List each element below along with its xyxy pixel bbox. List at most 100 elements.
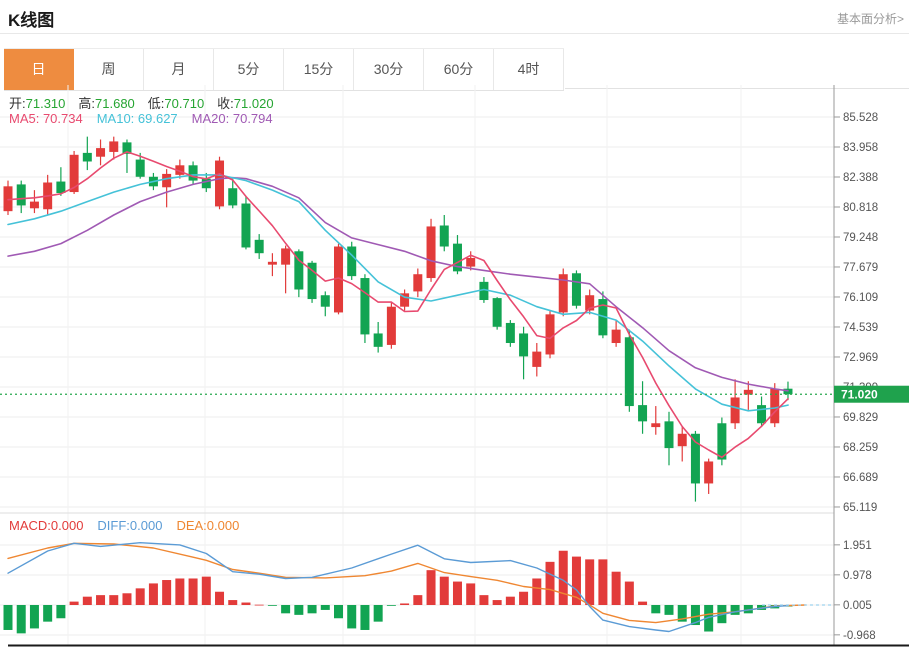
kline-chart[interactable]: 85.528 83.958 82.388 80.818 79.248 77.679 76.1…: [0, 85, 909, 650]
page-title: K线图: [8, 11, 55, 30]
axis-tick-label: -0.968: [843, 630, 876, 642]
interval-tab-2[interactable]: 月: [144, 49, 214, 90]
candle: [360, 274, 370, 344]
ma5-line: [7, 151, 789, 459]
candle: [519, 326, 529, 380]
candle: [413, 268, 423, 298]
candle: [571, 270, 581, 309]
candle: [241, 195, 251, 250]
candle: [281, 245, 291, 294]
low-value: 70.710: [164, 96, 205, 111]
candle: [228, 178, 238, 209]
candle: [294, 249, 304, 298]
fundamental-analysis-link[interactable]: 基本面分析>: [836, 12, 904, 26]
candle: [188, 161, 198, 185]
interval-tab-3[interactable]: 5分: [214, 49, 284, 90]
candle: [532, 343, 542, 377]
candle: [466, 251, 476, 271]
axis-tick-label: 79.248: [843, 232, 878, 244]
current-price-badge-text: 71.020: [841, 388, 878, 402]
candle: [373, 321, 383, 353]
candle: [122, 139, 132, 173]
candle: [664, 411, 674, 466]
candle: [16, 180, 26, 214]
candle: [215, 156, 225, 210]
candle: [320, 291, 330, 317]
ma10-legend: MA10: 69.627: [96, 111, 178, 126]
interval-tab-1[interactable]: 周: [74, 49, 144, 90]
candle: [96, 139, 106, 166]
close-value: 71.020: [233, 96, 274, 111]
candle: [347, 241, 357, 280]
axis-tick-label: 83.958: [843, 142, 878, 154]
candle: [426, 218, 436, 282]
candle: [598, 291, 608, 339]
macd-histogram: [3, 550, 793, 634]
axis-tick-label: 0.978: [843, 570, 872, 582]
close-label: 收:: [217, 96, 234, 111]
chart-svg: 85.528 83.958 82.388 80.818 79.248 77.679 76.1…: [0, 85, 909, 647]
ma20-legend: MA20: 70.794: [191, 111, 273, 126]
candle: [452, 235, 462, 275]
interval-tab-5[interactable]: 30分: [354, 49, 424, 90]
interval-tabbar: 日周月 5分 15分 30分 60分 4时: [4, 48, 564, 91]
candle: [201, 172, 211, 193]
low-label: 低:: [147, 96, 165, 111]
current-price-badge: [834, 385, 909, 403]
candle: [29, 190, 39, 214]
candle: [611, 320, 621, 347]
interval-tab-6[interactable]: 60分: [424, 49, 494, 90]
candle: [677, 427, 687, 462]
candle: [439, 214, 449, 252]
candle: [254, 234, 264, 259]
candle: [638, 381, 648, 434]
open-label: 开:: [9, 96, 26, 111]
diff-legend: DIFF:0.000: [97, 518, 163, 533]
ma20-line: [7, 176, 789, 392]
candle: [730, 379, 740, 429]
candle: [717, 417, 727, 466]
axis-tick-label: 68.259: [843, 442, 878, 454]
candle: [743, 381, 753, 410]
ma5-legend: MA5: 70.734: [9, 111, 83, 126]
candle: [492, 297, 502, 330]
dea-line: [7, 542, 806, 624]
header-divider: [0, 33, 909, 34]
candle: [267, 253, 277, 277]
candle: [3, 180, 13, 215]
candle: [334, 243, 343, 315]
ohlc-row: 开:71.310 高:71.680 低:70.710 收:71.020: [9, 93, 287, 112]
candle: [545, 310, 555, 359]
candle: [505, 320, 515, 347]
axis-tick-label: 76.109: [843, 292, 878, 304]
high-label: 高:: [78, 96, 96, 111]
axis-tick-label: 65.119: [843, 502, 877, 514]
axis-tick-label: 72.969: [843, 352, 878, 364]
candle: [56, 167, 66, 196]
candle: [386, 302, 396, 349]
axis-tick-label: 69.829: [843, 412, 878, 424]
axis-tick-label: 0.005: [843, 600, 872, 612]
interval-tab-4[interactable]: 15分: [284, 49, 354, 90]
candle: [704, 458, 714, 494]
axis-tick-label: 74.539: [843, 322, 878, 334]
axis-tick-label: 80.818: [843, 202, 878, 214]
open-value: 71.310: [25, 96, 66, 111]
candle: [400, 289, 410, 311]
grid-layer: [0, 85, 834, 645]
candle: [624, 329, 634, 412]
candles-layer: [3, 136, 793, 502]
candle: [585, 289, 595, 315]
candle: [82, 136, 92, 171]
ma10-line: [7, 174, 789, 412]
ma-legend-row: MA5: 70.734 MA10: 69.627 MA20: 70.794: [9, 111, 287, 126]
candle: [135, 152, 145, 179]
axis-labels-layer: 85.528 83.958 82.388 80.818 79.248 77.679 76.1…: [834, 112, 878, 642]
axis-tick-label: 82.388: [843, 172, 878, 184]
high-value: 71.680: [95, 96, 135, 111]
interval-tab-0[interactable]: 日: [4, 49, 74, 90]
macd-legend-row: MACD:0.000 DIFF:0.000 DEA:0.000: [9, 518, 253, 533]
diff-line: [7, 542, 789, 633]
interval-tab-7[interactable]: 4时: [494, 49, 564, 90]
